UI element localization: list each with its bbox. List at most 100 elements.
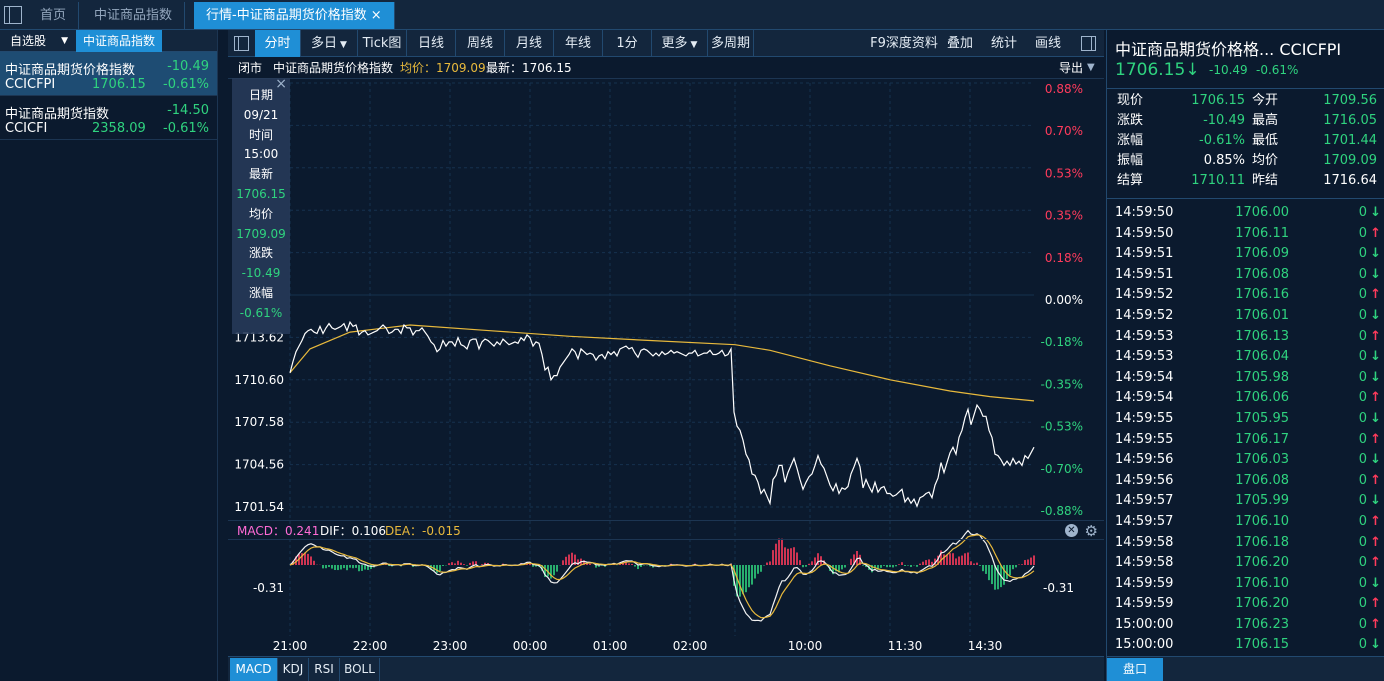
period-multiperiod-button[interactable]: 多周期 <box>708 30 754 57</box>
arrow-up-icon: ↑ <box>1370 287 1381 303</box>
arrow-up-icon: ↑ <box>1370 390 1381 406</box>
period-1min-button[interactable]: 1分 <box>603 30 652 57</box>
x-tick-label: 02:00 <box>673 639 708 653</box>
quote-table: 现价 1706.15 今开 1709.56 涨跌 -10.49 最高 1716.05 涨幅 -0.… <box>1107 88 1384 191</box>
stock-list-item[interactable]: 中证商品期货指数 -14.50 CCICFI 2358.09 -0.61% <box>0 96 217 140</box>
stock-list-item[interactable]: 中证商品期货价格指数 -10.49 CCICFPI 1706.15 -0.61% <box>0 52 217 96</box>
tick-volume: 0 <box>1358 266 1367 282</box>
tick-time: 14:59:58 <box>1115 555 1174 571</box>
tick-list: 14:59:50 1706.00 0 ↓ 14:59:50 1706.11 0 ↑ 14:59:… <box>1107 198 1384 656</box>
tick-volume: 0 <box>1358 410 1367 426</box>
quote-row: 涨幅 -0.61% 最低 1701.44 <box>1107 131 1384 151</box>
sidebar-toggle-icon[interactable] <box>234 36 249 51</box>
period-tick-button[interactable]: Tick图 <box>358 30 407 57</box>
draw-line-button[interactable]: 画线 <box>1034 36 1061 51</box>
tick-price: 1705.95 <box>1235 410 1289 426</box>
quote-key: 涨跌 <box>1117 113 1144 128</box>
tooltip-last: 1706.15 <box>236 186 286 201</box>
stock-name: 中证商品期货指数 <box>5 107 110 122</box>
y-pct-label: -0.53% <box>1041 420 1083 434</box>
chevron-down-icon[interactable]: ▼ <box>1087 62 1095 73</box>
tick-row: 14:59:59 1706.10 0 ↓ <box>1107 574 1384 595</box>
stock-price: 2358.09 <box>92 121 146 136</box>
period-year-button[interactable]: 年线 <box>554 30 603 57</box>
quote-row: 振幅 0.85% 均价 1709.09 <box>1107 151 1384 171</box>
tick-row: 14:59:51 1706.09 0 ↓ <box>1107 244 1384 265</box>
tick-time: 15:00:00 <box>1115 616 1174 632</box>
quote-key: 最高 <box>1252 113 1279 128</box>
tab-home[interactable]: 首页 <box>28 2 80 29</box>
y-axis-right: 0.88% 0.70% 0.53% 0.35% 0.18% 0.00% -0.18% -0.3… <box>1041 82 1083 518</box>
quote-value: 1709.56 <box>1323 93 1377 108</box>
close-icon[interactable]: × <box>370 8 382 23</box>
tab-boll[interactable]: BOLL <box>340 658 380 681</box>
tick-row: 14:59:56 1706.03 0 ↓ <box>1107 450 1384 471</box>
arrow-down-icon: ↓ <box>1185 60 1200 80</box>
tab-csi-commodity-label: 中证商品指数 <box>94 8 173 23</box>
quote-value: -10.49 <box>1203 113 1245 128</box>
close-indicator-icon[interactable]: ✕ <box>1065 524 1078 537</box>
statistics-button[interactable]: 统计 <box>990 36 1017 51</box>
tick-volume: 0 <box>1358 616 1367 632</box>
quote-key: 振幅 <box>1117 153 1144 168</box>
tick-row: 14:59:57 1705.99 0 ↓ <box>1107 491 1384 512</box>
stock-name: 中证商品期货价格指数 <box>5 63 136 78</box>
tick-time: 14:59:54 <box>1115 369 1174 385</box>
period-week-button[interactable]: 周线 <box>456 30 505 57</box>
quote-key: 最低 <box>1252 133 1279 148</box>
x-tick-label: 01:00 <box>593 639 628 653</box>
right-panel-toggle-icon[interactable] <box>1081 36 1096 51</box>
tick-time: 14:59:53 <box>1115 328 1174 344</box>
overlay-button[interactable]: 叠加 <box>946 36 973 51</box>
sidebar-tab-csi[interactable]: 中证商品指数 <box>76 30 162 52</box>
tick-volume: 0 <box>1358 431 1367 447</box>
x-tick-label: 14:30 <box>968 639 1003 653</box>
tick-price: 1706.17 <box>1235 431 1289 447</box>
tick-volume: 0 <box>1358 555 1367 571</box>
tab-quote-csi-futures-price[interactable]: 行情-中证商品期货价格指数 × <box>194 2 395 29</box>
arrow-up-icon: ↑ <box>1370 616 1381 632</box>
chevron-down-icon: ▼ <box>690 40 698 50</box>
tick-volume: 0 <box>1358 637 1367 653</box>
tick-time: 14:59:56 <box>1115 472 1174 488</box>
y-pct-label: 0.70% <box>1045 124 1083 138</box>
arrow-down-icon: ↓ <box>1370 452 1381 468</box>
f9-depth-button[interactable]: F9深度资料 <box>870 36 938 51</box>
y-pct-label: 0.35% <box>1045 209 1083 223</box>
arrow-up-icon: ↑ <box>1370 328 1381 344</box>
tab-csi-commodity[interactable]: 中证商品指数 <box>82 2 186 29</box>
tab-rsi[interactable]: RSI <box>309 658 340 681</box>
chevron-down-icon[interactable]: ▼ <box>61 36 68 46</box>
stock-price: 1706.15 <box>92 77 146 92</box>
sidebar-tab-watchlist[interactable]: 自选股 ▼ <box>0 30 74 52</box>
export-button[interactable]: 导出 <box>1059 61 1084 75</box>
chart-grid <box>289 82 1034 636</box>
gear-icon[interactable]: ⚙ <box>1084 522 1098 540</box>
tick-price: 1706.10 <box>1235 513 1289 529</box>
period-day-button[interactable]: 日线 <box>407 30 456 57</box>
quote-key: 现价 <box>1117 93 1144 108</box>
period-more-button[interactable]: 更多 ▼ <box>652 30 708 57</box>
panel-toggle-icon[interactable] <box>4 6 22 24</box>
y-tick-label: 1710.60 <box>234 373 284 387</box>
y-pct-label: -0.35% <box>1041 377 1083 391</box>
tick-row: 14:59:52 1706.16 0 ↑ <box>1107 285 1384 306</box>
tab-kdj[interactable]: KDJ <box>278 658 309 681</box>
x-tick-label: 22:00 <box>353 639 388 653</box>
tick-volume: 0 <box>1358 205 1367 220</box>
pankou-button[interactable]: 盘口 <box>1107 658 1163 681</box>
period-multiday-button[interactable]: 多日 ▼ <box>301 30 358 57</box>
arrow-down-icon: ↓ <box>1370 205 1381 220</box>
period-intraday-button[interactable]: 分时 <box>255 30 301 57</box>
tab-macd[interactable]: MACD <box>230 658 278 681</box>
stock-pct: -0.61% <box>163 77 209 92</box>
tick-price: 1705.98 <box>1235 369 1289 385</box>
arrow-down-icon: ↓ <box>1370 410 1381 426</box>
tick-row: 14:59:52 1706.01 0 ↓ <box>1107 306 1384 327</box>
tick-volume: 0 <box>1358 575 1367 591</box>
period-month-button[interactable]: 月线 <box>505 30 554 57</box>
tick-time: 14:59:51 <box>1115 266 1174 282</box>
tick-row: 14:59:55 1706.17 0 ↑ <box>1107 430 1384 451</box>
close-icon[interactable]: × <box>275 76 287 92</box>
